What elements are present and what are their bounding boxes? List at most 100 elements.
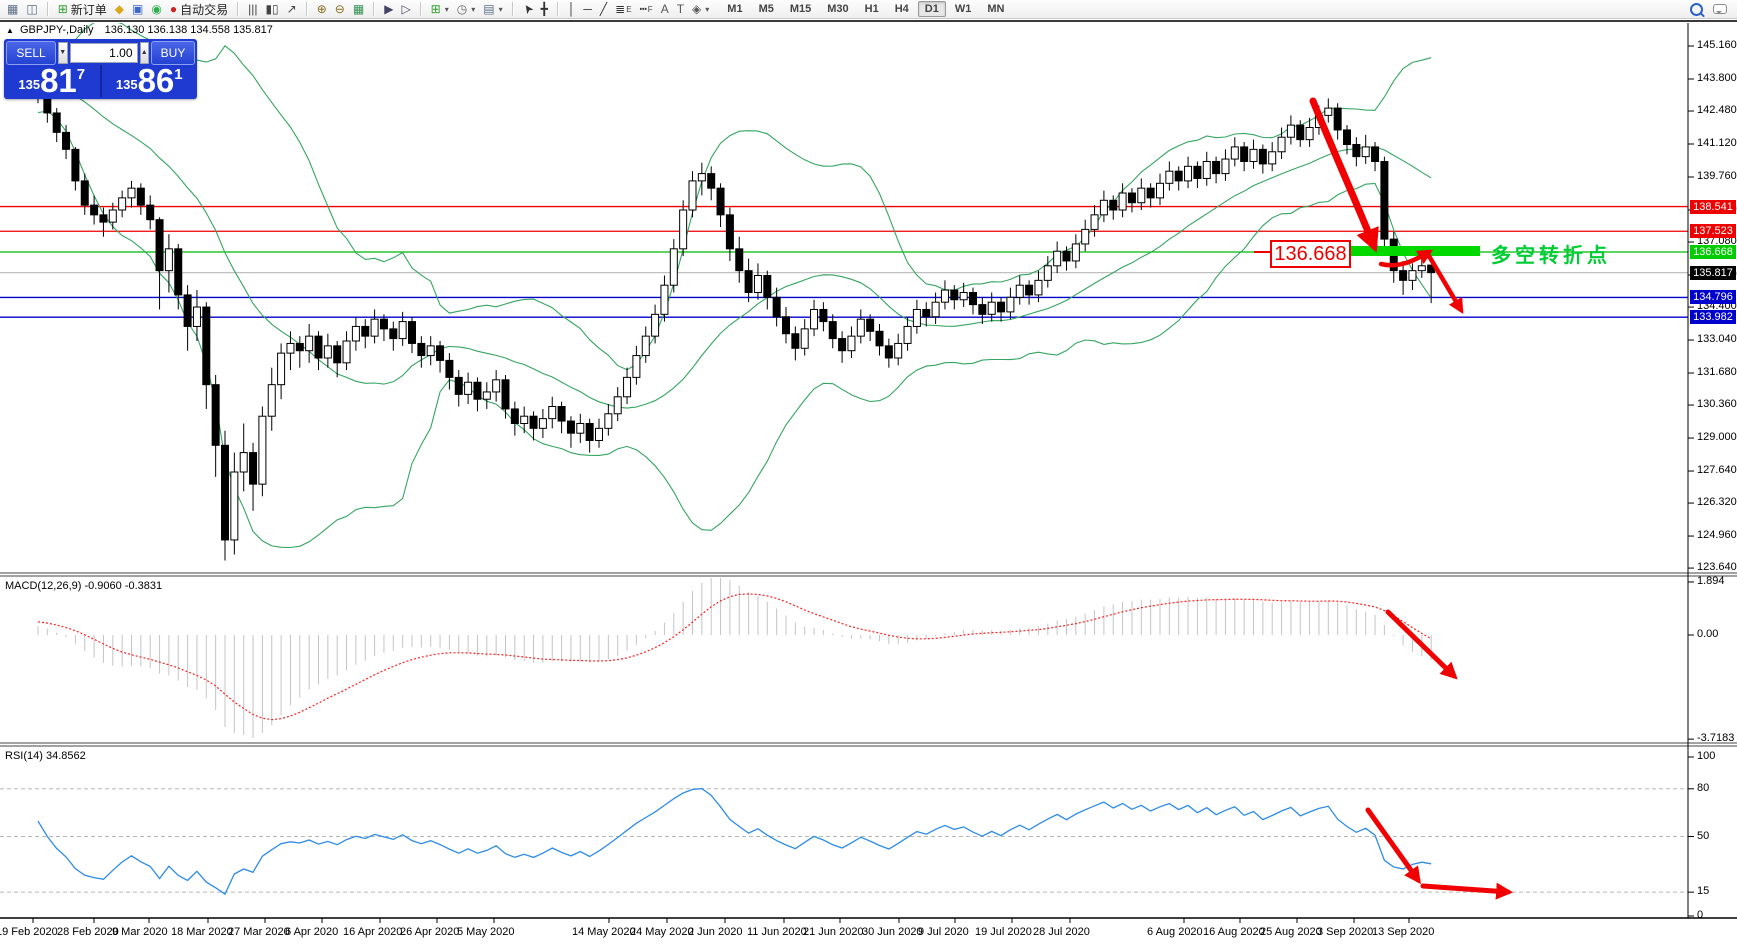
volume-decrease-button[interactable]: ▼ [58, 42, 68, 64]
new-order-icon-label: 新订单 [70, 2, 107, 17]
periods-icon[interactable]: ◷ ▾ [454, 1, 479, 17]
new-order-icon[interactable]: ⊞ 新订单 [55, 0, 110, 19]
sell-price-big: 81 [40, 62, 77, 99]
timeframe-h1[interactable]: H1 [864, 3, 879, 15]
price-flag-136668[interactable]: 136.668 [1270, 240, 1351, 268]
vertical-line-icon[interactable]: │ [565, 1, 579, 17]
toolbar-separator [305, 2, 308, 16]
signals-icon: ◉ [151, 2, 162, 16]
line-chart-mode-icon: ↗ [286, 2, 297, 16]
candlestick-mode-icon[interactable]: ▮▯ [262, 1, 281, 17]
fibo-retracement-icon: ≣ [615, 2, 626, 16]
candlestick-mode-icon: ▮▯ [265, 2, 279, 16]
autotrade-icon-label: 自动交易 [180, 2, 229, 17]
volume-input[interactable] [69, 43, 138, 63]
signals-icon[interactable]: ◉ [148, 1, 164, 17]
sell-button[interactable]: SELL [6, 41, 56, 65]
volume-increase-button[interactable]: ▲ [139, 42, 149, 64]
ohlc-values: 136.130 136.138 134.558 135.817 [104, 24, 273, 36]
toolbar-separator [556, 2, 559, 16]
charts-window-icon[interactable]: ▦ [4, 1, 21, 17]
periods-icon: ◷ [456, 2, 468, 16]
market-watch-icon[interactable]: ◆ [112, 1, 127, 17]
crosshair-icon: ╋ [540, 2, 548, 16]
buy-button[interactable]: BUY [151, 41, 195, 65]
trendline-icon[interactable]: ╱ [597, 1, 610, 17]
buy-price-pip: 1 [174, 66, 183, 83]
one-click-trade-panel: SELL ▼ ▲ BUY 135 81 7 135 86 1 [4, 39, 197, 99]
text-icon: A [660, 2, 669, 16]
chart-title: ▲ GBPJPY-,Daily 136.130 136.138 134.558 … [6, 24, 273, 36]
templates-icon: ▤ [483, 2, 495, 16]
indicators-add-icon[interactable]: ⊞ ▾ [428, 1, 452, 17]
toolbar: ▦ ◫ ⊞ 新订单 ◆ ▣ ◉ ● 自动交易 ||| ▮▯ ↗ ⊕ ⊖ ▦ ▶ ▷ ⊞ ▾ ◷ ▾ ▤ ▾ ➤ ╋ │ ─ ╱ ≣ E ┅ F… [0, 0, 1737, 19]
timeframe-m30[interactable]: M30 [827, 3, 849, 15]
chart-shift-icon: ▷ [401, 2, 411, 16]
fibo-fan-icon[interactable]: ┅ F [637, 1, 656, 17]
search-icon[interactable] [1690, 2, 1703, 16]
text-icon[interactable]: A [658, 1, 672, 17]
terminal-icon: ▣ [132, 2, 144, 16]
tile-windows-icon: ▦ [352, 2, 365, 16]
indicators-add-icon: ⊞ [430, 2, 441, 16]
turning-point-text: 多空转折点 [1491, 245, 1611, 267]
collapse-triangle-icon[interactable]: ▲ [6, 26, 14, 35]
buy-price-big: 86 [137, 62, 175, 99]
fibo-retracement-icon[interactable]: ≣ E [612, 1, 634, 17]
zoom-in-icon: ⊕ [316, 2, 327, 16]
zoom-out-icon: ⊖ [334, 2, 345, 16]
timeframe-m1[interactable]: M1 [727, 3, 743, 15]
timeframe-mn[interactable]: MN [987, 3, 1005, 15]
horizontal-line-icon: ─ [583, 2, 592, 16]
chevron-down-icon[interactable]: ▾ [444, 4, 449, 14]
tile-windows-icon[interactable]: ▦ [350, 1, 367, 17]
autotrade-icon[interactable]: ● 自动交易 [167, 0, 231, 19]
zoom-out-icon[interactable]: ⊖ [332, 1, 348, 17]
fibo-retracement-icon-tag: E [626, 4, 632, 14]
autotrade-icon: ● [169, 2, 178, 16]
sell-price[interactable]: 135 81 7 [4, 62, 102, 99]
chevron-down-icon[interactable]: ▾ [471, 4, 476, 14]
timeframe-w1[interactable]: W1 [954, 3, 972, 15]
macd-label: MACD(12,26,9) -0.9060 -0.3831 [5, 580, 163, 592]
toolbar-separator [46, 2, 49, 16]
text-label-icon[interactable]: T [674, 1, 687, 17]
auto-scroll-icon[interactable]: ▶ [381, 1, 396, 17]
buy-price-prefix: 135 [115, 77, 138, 92]
zoom-in-icon[interactable]: ⊕ [314, 1, 330, 17]
buy-price[interactable]: 135 86 1 [102, 62, 198, 99]
timeframe-h4[interactable]: H4 [894, 3, 909, 15]
fibo-fan-icon-tag: F [647, 4, 653, 14]
templates-icon[interactable]: ▤ ▾ [480, 1, 505, 17]
turning-point-note[interactable]: 多空转折点 [1491, 239, 1611, 268]
trendline-icon: ╱ [599, 2, 608, 16]
chevron-down-icon[interactable]: ▾ [705, 4, 710, 14]
charts-window-icon: ▦ [7, 2, 19, 16]
text-label-icon: T [676, 2, 685, 16]
timeframe-d1[interactable]: D1 [917, 1, 946, 17]
data-window-icon[interactable]: ◫ [23, 1, 40, 17]
terminal-icon[interactable]: ▣ [129, 1, 146, 17]
market-watch-icon: ◆ [114, 2, 124, 16]
chevron-down-icon[interactable]: ▾ [498, 4, 503, 14]
vertical-line-icon: │ [567, 2, 576, 16]
price-flag-text: 136.668 [1274, 243, 1347, 265]
sell-price-pip: 7 [76, 66, 86, 83]
crosshair-icon[interactable]: ╋ [538, 1, 551, 17]
line-chart-mode-icon[interactable]: ↗ [284, 1, 300, 17]
horizontal-line-icon[interactable]: ─ [580, 1, 595, 17]
timeframe-m5[interactable]: M5 [758, 3, 774, 15]
timeframe-m15[interactable]: M15 [789, 3, 812, 15]
chat-icon[interactable] [1713, 4, 1727, 14]
sell-price-prefix: 135 [18, 77, 41, 92]
bar-chart-mode-icon[interactable]: ||| [245, 1, 260, 17]
rsi-label: RSI(14) 34.8562 [5, 750, 86, 762]
shapes-icon[interactable]: ◈ ▾ [689, 1, 712, 17]
toolbar-separator [511, 2, 514, 16]
chart-shift-icon[interactable]: ▷ [398, 1, 413, 17]
new-order-icon: ⊞ [57, 2, 68, 16]
auto-scroll-icon: ▶ [384, 2, 394, 16]
toolbar-divider [0, 20, 1737, 22]
